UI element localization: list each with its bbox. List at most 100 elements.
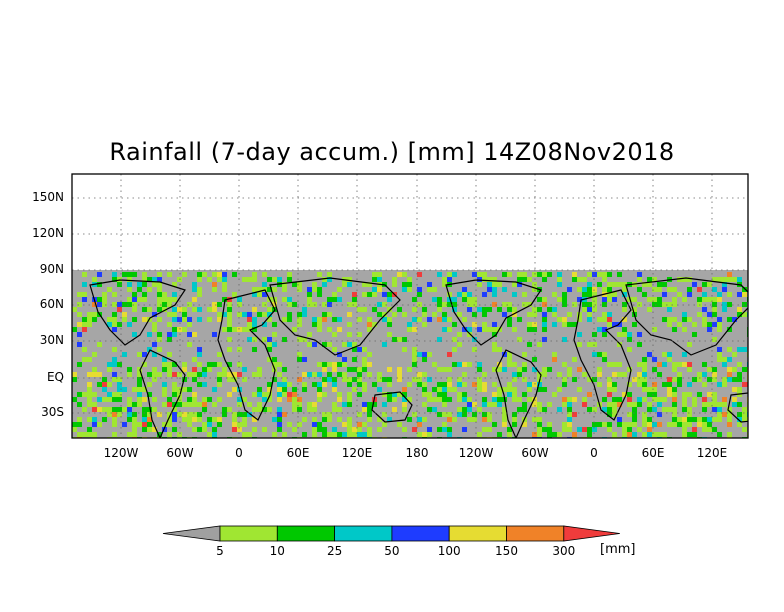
rain-cell (502, 412, 507, 417)
rain-cell (517, 282, 522, 287)
colorbar-segment (334, 525, 393, 542)
rain-cell (107, 287, 112, 292)
rain-cell (272, 342, 277, 347)
rain-cell (467, 302, 472, 307)
rain-cell (352, 367, 357, 372)
rain-cell (532, 307, 537, 312)
rain-cell (452, 387, 457, 392)
rain-cell (687, 412, 692, 417)
rain-cell (742, 312, 747, 317)
rain-cell (682, 297, 687, 302)
rain-cell (327, 297, 332, 302)
rain-cell (172, 362, 177, 367)
rain-cell (677, 377, 682, 382)
rain-cell (662, 362, 667, 367)
rain-cell (597, 327, 602, 332)
rain-cell (292, 407, 297, 412)
rain-cell (212, 272, 217, 277)
rain-cell (492, 402, 497, 407)
rain-cell (567, 397, 572, 402)
rain-cell (712, 407, 717, 412)
rain-cell (547, 272, 552, 277)
rain-cell (567, 287, 572, 292)
rain-cell (527, 312, 532, 317)
rain-cell (87, 387, 92, 392)
rain-cell (597, 367, 602, 372)
rain-cell (137, 397, 142, 402)
rain-cell (117, 322, 122, 327)
rain-cell (387, 377, 392, 382)
rain-cell (532, 402, 537, 407)
rain-cell (512, 372, 517, 377)
rain-cell (317, 362, 322, 367)
rain-cell (582, 292, 587, 297)
rain-cell (522, 272, 527, 277)
rain-cell (527, 302, 532, 307)
rain-cell (642, 367, 647, 372)
rain-cell (297, 407, 302, 412)
rain-cell (537, 272, 542, 277)
rain-cell (452, 337, 457, 342)
rain-cell (147, 392, 152, 397)
rain-cell (742, 347, 747, 352)
rain-cell (447, 432, 452, 437)
rain-cell (562, 337, 567, 342)
rain-cell (87, 432, 92, 437)
rain-cell (257, 372, 262, 377)
lat-tick-label: 60N (39, 297, 64, 311)
rain-cell (702, 402, 707, 407)
rain-cell (522, 352, 527, 357)
rain-cell (622, 427, 627, 432)
rain-cell (447, 427, 452, 432)
rain-cell (87, 322, 92, 327)
rain-cell (512, 307, 517, 312)
rain-cell (342, 402, 347, 407)
rain-cell (227, 297, 232, 302)
rain-cell (612, 362, 617, 367)
rain-cell (717, 402, 722, 407)
rain-cell (77, 292, 82, 297)
rain-cell (582, 372, 587, 377)
rain-cell (167, 362, 172, 367)
rain-cell (702, 322, 707, 327)
rain-cell (117, 302, 122, 307)
lon-tick-label: 0 (590, 446, 598, 460)
rain-cell (87, 382, 92, 387)
rain-cell (87, 372, 92, 377)
rain-cell (337, 362, 342, 367)
rain-cell (267, 277, 272, 282)
rain-cell (137, 297, 142, 302)
rain-cell (132, 427, 137, 432)
rain-cell (287, 382, 292, 387)
rain-cell (362, 357, 367, 362)
rain-cell (197, 417, 202, 422)
rain-cell (432, 312, 437, 317)
rain-cell (217, 377, 222, 382)
rain-cell (107, 407, 112, 412)
rain-cell (297, 322, 302, 327)
rain-cell (332, 382, 337, 387)
rain-cell (627, 332, 632, 337)
rain-cell (652, 287, 657, 292)
rain-cell (242, 277, 247, 282)
rain-cell (132, 422, 137, 427)
rain-cell (262, 322, 267, 327)
rain-cell (317, 427, 322, 432)
rain-cell (722, 302, 727, 307)
rain-cell (727, 422, 732, 427)
rain-cell (697, 377, 702, 382)
rain-cell (252, 372, 257, 377)
rain-cell (427, 282, 432, 287)
rain-cell (322, 342, 327, 347)
rain-cell (297, 317, 302, 322)
rain-cell (357, 392, 362, 397)
rain-cell (687, 432, 692, 437)
rain-cell (127, 397, 132, 402)
rain-cell (162, 362, 167, 367)
rain-cell (112, 277, 117, 282)
rain-cell (397, 307, 402, 312)
rain-cell (117, 377, 122, 382)
rain-cell (607, 287, 612, 292)
rain-cell (307, 292, 312, 297)
rain-cell (627, 367, 632, 372)
